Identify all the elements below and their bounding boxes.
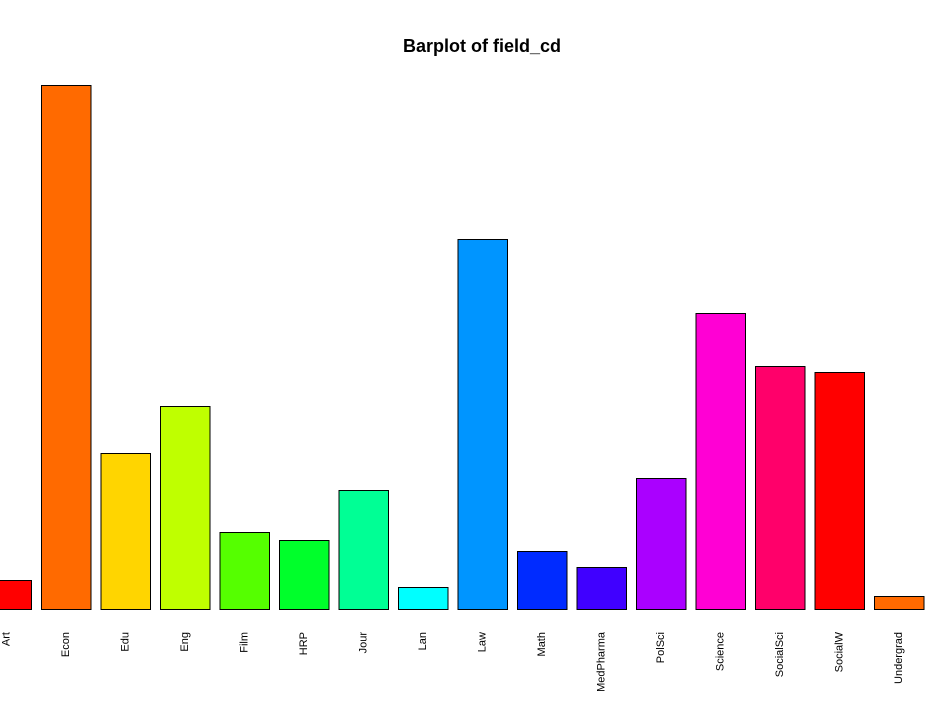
bar-polsci [636,478,687,610]
bar-film [219,532,270,610]
tick-label-socialw: SocialW [834,631,846,672]
tick-label-socialsci: SocialSci [774,632,786,677]
bars-group [0,85,925,610]
tick-label-undergrad: Undergrad [893,632,905,684]
bar-law [457,239,508,610]
bar-undergrad [874,596,925,610]
bar-socialw [814,372,865,610]
tick-label-math: Math [536,632,548,656]
tick-label-law: Law [477,632,489,652]
bar-jour [338,490,389,610]
bar-eng [160,406,211,610]
tick-label-hrp: HRP [298,632,310,655]
bar-econ [41,85,92,610]
tick-label-science: Science [715,632,727,671]
bar-math [517,551,568,610]
tick-label-econ: Econ [60,632,72,657]
bar-hrp [279,540,330,610]
tick-label-film: Film [239,632,251,653]
bar-socialsci [755,366,806,610]
bar-edu [100,453,151,610]
tick-label-art: Art [1,632,13,646]
bar-lan [398,587,449,610]
bar-science [695,313,746,610]
tick-labels-group: Art Econ Edu Eng Film HRP Jour Lan Law Math MedPha… [1,631,906,692]
tick-label-lan: Lan [417,632,429,650]
tick-label-eng: Eng [179,632,191,652]
bar-art [0,580,32,610]
tick-label-jour: Jour [358,632,370,654]
tick-label-edu: Edu [120,632,132,652]
tick-label-polsci: PolSci [655,632,667,663]
chart-title: Barplot of field_cd [403,36,561,56]
tick-label-medpharma: MedPharma [596,631,608,692]
bar-medpharma [576,567,627,610]
